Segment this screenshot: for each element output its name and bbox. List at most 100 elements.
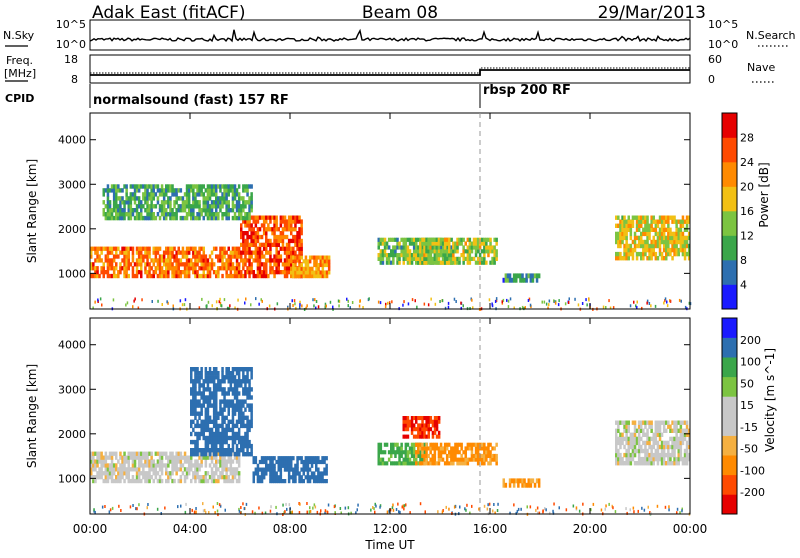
echo-cell — [131, 266, 135, 271]
echo-cell — [123, 200, 126, 205]
echo-cell — [221, 443, 224, 449]
echo-cell — [194, 184, 197, 189]
echo-cell — [206, 270, 210, 275]
echo-cell — [140, 250, 143, 255]
echo-cell — [127, 463, 130, 468]
echo-cell — [642, 456, 645, 462]
echo-cell — [660, 223, 664, 228]
echo-cell — [317, 479, 320, 484]
clutter-cell — [641, 506, 643, 510]
echo-cell — [629, 461, 633, 466]
colorbar-tick-label: 15 — [740, 399, 754, 412]
echo-cell — [227, 467, 230, 472]
echo-cell — [235, 246, 239, 251]
echo-cell — [321, 479, 324, 484]
echo-cell — [233, 467, 237, 472]
echo-cell — [231, 475, 235, 480]
echo-cell — [171, 254, 174, 259]
clutter-cell — [97, 298, 99, 302]
echo-cell — [198, 375, 201, 380]
echo-cell — [246, 419, 249, 424]
echo-cell — [685, 420, 689, 425]
echo-cell — [685, 444, 689, 450]
echo-cell — [208, 215, 212, 221]
clutter-cell — [635, 304, 637, 308]
echo-cell — [681, 223, 685, 228]
echo-cell — [485, 453, 488, 458]
echo-cell — [135, 204, 139, 209]
echo-cell — [279, 234, 283, 240]
echo-cell — [629, 231, 633, 237]
echo-cell — [208, 427, 212, 433]
clutter-cell — [647, 505, 649, 509]
echo-cell — [385, 461, 389, 466]
echo-cell — [495, 253, 498, 258]
echo-cell — [669, 456, 672, 462]
clutter-cell — [357, 503, 359, 507]
echo-cell — [115, 273, 118, 279]
echo-cell — [287, 215, 291, 220]
echo-cell — [125, 266, 128, 271]
echo-cell — [235, 200, 239, 205]
echo-cell — [417, 260, 420, 265]
clutter-cell — [287, 305, 289, 309]
echo-cell — [437, 430, 441, 435]
echo-cell — [202, 200, 205, 205]
echo-cell — [196, 463, 199, 468]
echo-cell — [437, 416, 441, 421]
echo-cell — [631, 215, 635, 220]
echo-cell — [646, 461, 649, 466]
echo-cell — [237, 448, 241, 453]
echo-cell — [265, 273, 268, 279]
echo-cell — [240, 443, 243, 449]
echo-cell — [390, 453, 393, 458]
echo-cell — [662, 440, 666, 446]
echo-cell — [119, 266, 122, 271]
echo-cell — [198, 184, 201, 189]
echo-cell — [204, 435, 208, 441]
echo-cell — [171, 208, 174, 213]
echo-cell — [462, 249, 465, 254]
echo-cell — [456, 461, 459, 466]
echo-cell — [196, 215, 199, 221]
echo-cell — [146, 471, 149, 476]
echo-cell — [221, 250, 224, 255]
echo-cell — [435, 249, 439, 254]
echo-cell — [215, 188, 218, 193]
echo-cell — [487, 453, 490, 458]
echo-cell — [210, 448, 214, 453]
echo-cell — [210, 439, 214, 445]
echo-cell — [248, 443, 251, 449]
echo-cell — [292, 246, 295, 251]
echo-cell — [196, 254, 199, 259]
echo-cell — [235, 419, 239, 424]
echo-cell — [439, 450, 443, 455]
echo-cell — [383, 237, 387, 242]
echo-cell — [190, 188, 193, 193]
echo-cell — [190, 452, 193, 457]
echo-cell — [248, 273, 251, 279]
echo-cell — [104, 467, 108, 472]
echo-cell — [225, 467, 228, 472]
echo-cell — [154, 270, 158, 275]
echo-cell — [504, 277, 508, 283]
echo-cell — [248, 439, 251, 445]
echo-cell — [119, 250, 122, 255]
echo-cell — [454, 249, 457, 254]
echo-cell — [215, 371, 218, 376]
echo-cell — [315, 459, 318, 465]
clutter-cell — [398, 510, 400, 514]
clutter-cell — [605, 504, 607, 508]
clutter-cell — [388, 509, 390, 513]
clutter-cell — [448, 507, 450, 511]
echo-cell — [112, 200, 116, 205]
clutter-cell — [198, 306, 201, 310]
echo-cell — [167, 455, 170, 460]
echo-cell — [679, 235, 683, 241]
echo-cell — [231, 415, 235, 420]
echo-cell — [652, 440, 655, 446]
echo-cell — [144, 471, 147, 476]
echo-cell — [421, 260, 424, 265]
echo-cell — [231, 200, 235, 205]
echo-cell — [208, 379, 212, 384]
